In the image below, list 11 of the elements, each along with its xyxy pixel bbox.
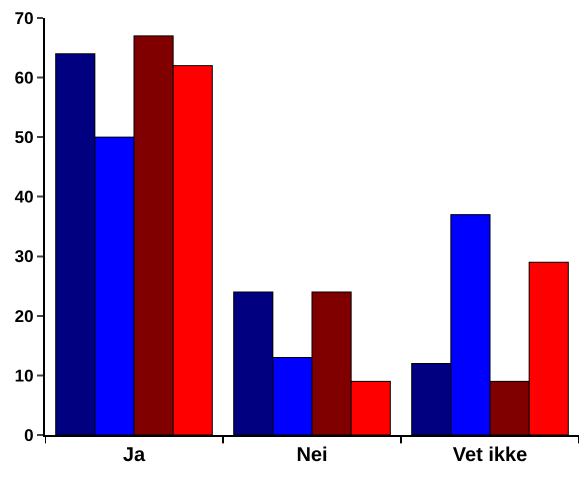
x-tick-label: Nei: [296, 444, 328, 466]
y-tick-label: 10: [14, 366, 34, 386]
y-tick-label: 30: [14, 247, 34, 266]
y-tick-label: 20: [14, 306, 34, 326]
x-tick-label: Vet ikke: [452, 444, 528, 466]
x-tick-label: Ja: [122, 444, 146, 466]
y-tick-label: 60: [14, 68, 34, 88]
y-tick-label: 0: [24, 426, 34, 445]
y-tick-label: 70: [14, 8, 34, 28]
y-tick-label: 50: [14, 128, 34, 148]
y-tick-label: 40: [14, 188, 34, 207]
